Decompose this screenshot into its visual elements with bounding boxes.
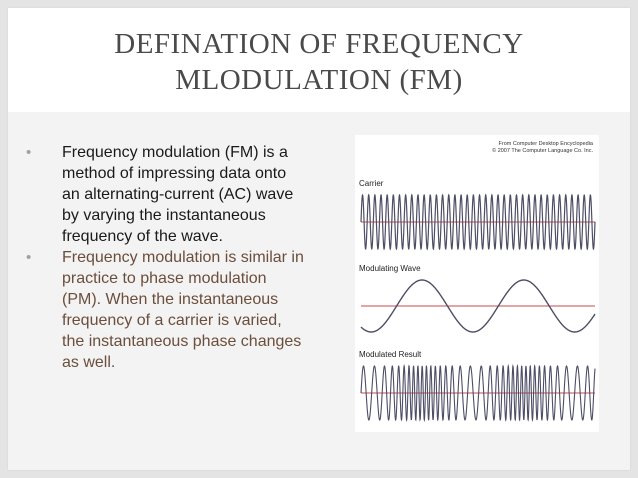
modulated-result-wave bbox=[360, 363, 596, 423]
bullet-line: practice to phase modulation bbox=[62, 270, 267, 287]
bullet-line: as well. bbox=[62, 354, 116, 371]
bullet-line: Frequency modulation (FM) is a bbox=[62, 144, 288, 161]
carrier-wave bbox=[360, 193, 596, 251]
figure-background bbox=[355, 135, 599, 432]
bullet-item: • Frequency modulation (FM) is a method … bbox=[26, 142, 346, 247]
bullet-line: by varying the instantaneous bbox=[62, 207, 266, 224]
fm-waveform-svg: From Computer Desktop Encyclopedia © 200… bbox=[355, 135, 599, 432]
slide-title: DEFINATION OF FREQUENCY MLODULATION (FM) bbox=[8, 26, 630, 98]
bullet-line: method of impressing data onto bbox=[62, 165, 287, 182]
figure-credit-line-2: © 2007 The Computer Language Co. Inc. bbox=[492, 147, 593, 154]
modulated-result-label: Modulated Result bbox=[359, 350, 422, 359]
title-box bbox=[8, 8, 630, 112]
carrier-label: Carrier bbox=[359, 179, 384, 188]
fm-figure: From Computer Desktop Encyclopedia © 200… bbox=[355, 135, 599, 432]
bullet-line: frequency of a carrier is varied, bbox=[62, 312, 282, 329]
bullet-item: • Frequency modulation is similar in pra… bbox=[26, 247, 346, 373]
modulating-wave bbox=[360, 279, 596, 333]
title-line-1: DEFINATION OF FREQUENCY bbox=[114, 28, 524, 60]
bullet-marker: • bbox=[26, 249, 32, 266]
bullet-line: Frequency modulation is similar in bbox=[62, 249, 304, 266]
bullet-line: the instantaneous phase changes bbox=[62, 333, 302, 350]
figure-credit-line-1: From Computer Desktop Encyclopedia bbox=[499, 141, 594, 147]
bullet-line: frequency of the wave. bbox=[62, 228, 223, 245]
modulating-wave-label: Modulating Wave bbox=[359, 264, 421, 273]
bullet-list: • Frequency modulation (FM) is a method … bbox=[26, 142, 346, 373]
bullet-line: an alternating-current (AC) wave bbox=[62, 186, 294, 203]
bullet-marker: • bbox=[26, 144, 32, 161]
bullet-line: (PM). When the instantaneous bbox=[62, 291, 279, 308]
title-line-2: MLODULATION (FM) bbox=[175, 64, 463, 96]
